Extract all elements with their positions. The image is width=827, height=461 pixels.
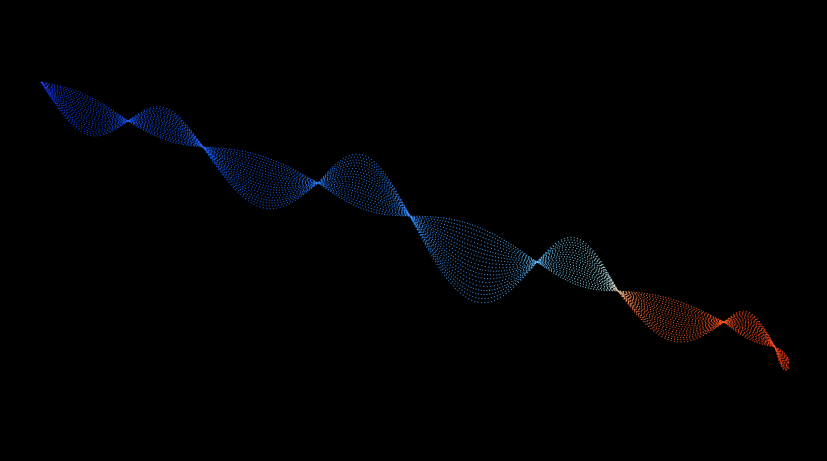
wave-line xyxy=(40,81,790,363)
wave-line-sparkle xyxy=(40,81,790,360)
wave-line-sparkle xyxy=(40,81,790,361)
wave-line xyxy=(40,81,790,362)
wave-line-sparkle xyxy=(40,81,790,363)
wave-line xyxy=(40,81,790,369)
wave-line-sparkle xyxy=(40,81,790,361)
wave-line xyxy=(40,81,790,364)
wave-line xyxy=(40,81,790,365)
wave-line-sparkle xyxy=(40,81,790,367)
wave-line xyxy=(40,81,790,367)
wave-line xyxy=(40,81,790,362)
wave-line-bundle xyxy=(40,81,790,372)
wave-line-sparkle xyxy=(40,81,790,362)
wave-line xyxy=(40,81,790,360)
wave-line-sparkle xyxy=(40,81,790,370)
wave-line xyxy=(40,81,790,371)
wave-sparkle-overlay xyxy=(40,81,790,371)
wave-line-sparkle xyxy=(40,81,790,367)
wave-line xyxy=(40,81,790,361)
wave-line-sparkle xyxy=(40,81,790,362)
wave-line xyxy=(40,81,790,361)
